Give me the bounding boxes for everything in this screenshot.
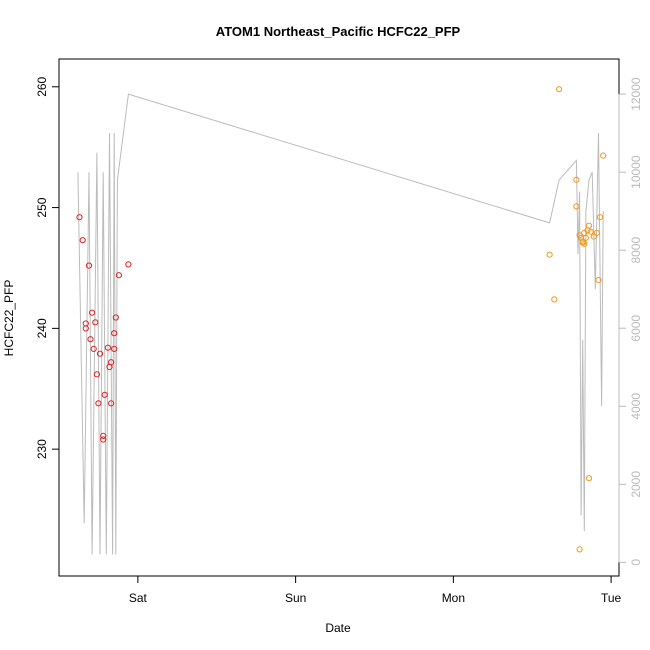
data-point-s1-10 (93, 371, 101, 378)
y2-tick-label: 4000 (629, 393, 643, 420)
y-axis: 230 240 250 260 (35, 76, 60, 459)
y-tick-label: 250 (35, 197, 49, 217)
data-point-s1-22 (112, 314, 119, 321)
data-point-s2-18 (590, 233, 597, 240)
y-tick-label: 230 (35, 439, 49, 459)
y2-tick-label: 0 (629, 559, 643, 566)
data-point-s1-21 (111, 330, 118, 337)
y-axis-label: HCFC22_PFP (2, 280, 16, 357)
data-point-s1-13 (100, 432, 107, 439)
y-tick-label: 240 (35, 318, 49, 338)
data-point-s2-20 (595, 277, 602, 284)
data-point-s1-8 (90, 345, 97, 352)
y2-tick-label: 8000 (629, 237, 643, 264)
data-point-s2-19 (593, 229, 601, 236)
data-point-s1-5 (85, 262, 93, 269)
y2-axis: 0 2000 4000 6000 8000 10000 12000 (618, 77, 643, 566)
x-tick-label: Mon (442, 591, 465, 605)
data-point-s1-9 (92, 319, 99, 326)
data-point-s1-16 (104, 344, 112, 351)
data-point-s1-12 (96, 350, 104, 357)
y2-tick-label: 12000 (629, 77, 643, 111)
x-tick-label: Sun (285, 591, 306, 605)
data-point-s1-23 (115, 272, 123, 279)
data-point-s2-13 (582, 234, 590, 241)
data-point-s1-18 (108, 359, 115, 366)
data-point-s2-5 (573, 176, 580, 183)
data-point-s2-15 (585, 222, 593, 229)
x-tick-label: Tue (601, 591, 622, 605)
data-point-s2-4 (573, 203, 580, 210)
plot-frame (58, 58, 620, 577)
data-point-s1-24 (125, 261, 132, 268)
data-point-s1-14 (100, 436, 107, 443)
data-point-s1-2 (79, 237, 86, 244)
data-point-s2-21 (597, 214, 604, 221)
data-point-s1-20 (111, 345, 118, 352)
data-point-s1-15 (101, 391, 108, 398)
x-axis-label: Date (325, 621, 351, 635)
data-point-s2-11 (581, 240, 588, 247)
data-point-s1-19 (108, 400, 115, 407)
data-point-s2-1 (546, 251, 553, 258)
y2-tick-label: 6000 (629, 315, 643, 342)
data-point-s1-7 (89, 309, 96, 316)
altitude-layer (77, 93, 604, 555)
data-point-s2-3 (556, 86, 563, 93)
data-point-s1-1 (76, 214, 83, 221)
points-layer (76, 86, 607, 553)
data-point-s2-6 (576, 546, 583, 553)
x-axis: Sat Sun Mon Tue (129, 575, 622, 605)
y2-tick-label: 2000 (629, 471, 643, 498)
x-tick-label: Sat (129, 591, 148, 605)
y-tick-label: 260 (35, 76, 49, 96)
chart-title: ATOM1 Northeast_Pacific HCFC22_PFP (216, 24, 461, 39)
y2-tick-label: 10000 (629, 155, 643, 189)
data-point-s2-17 (587, 228, 594, 235)
data-point-s1-4 (82, 325, 89, 332)
data-point-s2-22 (600, 152, 607, 159)
data-point-s1-11 (95, 400, 102, 407)
altitude-line (77, 93, 604, 555)
data-point-s1-6 (87, 336, 94, 343)
data-point-s2-16 (585, 475, 593, 482)
data-point-s2-2 (551, 296, 558, 303)
